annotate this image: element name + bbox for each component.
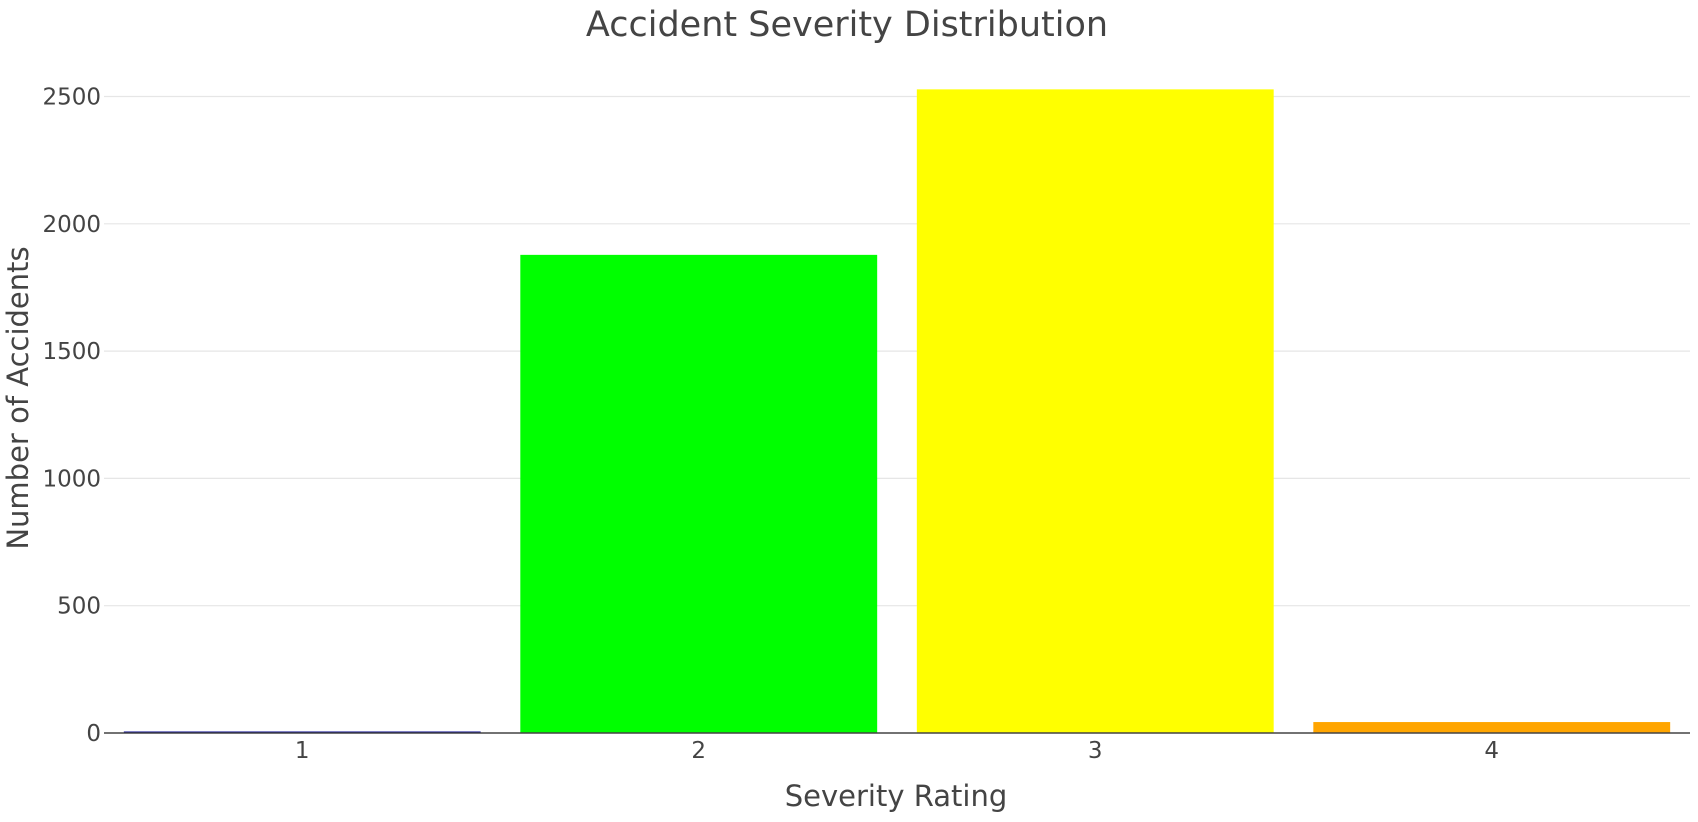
x-tick-label: 4	[1484, 738, 1499, 764]
gridlines	[104, 95, 1690, 607]
x-axis-title: Severity Rating	[785, 779, 1007, 813]
x-tick-label: 1	[295, 738, 310, 764]
bar-severity-4[interactable]	[1313, 722, 1671, 733]
y-axis-title: Number of Accidents	[1, 246, 35, 549]
x-tick-label: 2	[691, 738, 706, 764]
chart-title: Accident Severity Distribution	[586, 5, 1108, 45]
y-tick-label: 2500	[42, 85, 101, 111]
bars	[123, 89, 1671, 733]
bar-severity-2[interactable]	[520, 254, 878, 733]
y-tick-label: 1500	[42, 339, 101, 365]
y-tick-label: 500	[57, 594, 101, 620]
y-tick-label: 0	[86, 721, 101, 747]
bar-severity-3[interactable]	[916, 89, 1274, 733]
x-tick-labels: 1 2 3 4	[295, 738, 1499, 764]
y-tick-label: 1000	[42, 466, 101, 492]
y-tick-label: 2000	[42, 212, 101, 238]
y-tick-labels: 0 500 1000 1500 2000 2500	[42, 85, 101, 748]
x-tick-label: 3	[1088, 738, 1103, 764]
